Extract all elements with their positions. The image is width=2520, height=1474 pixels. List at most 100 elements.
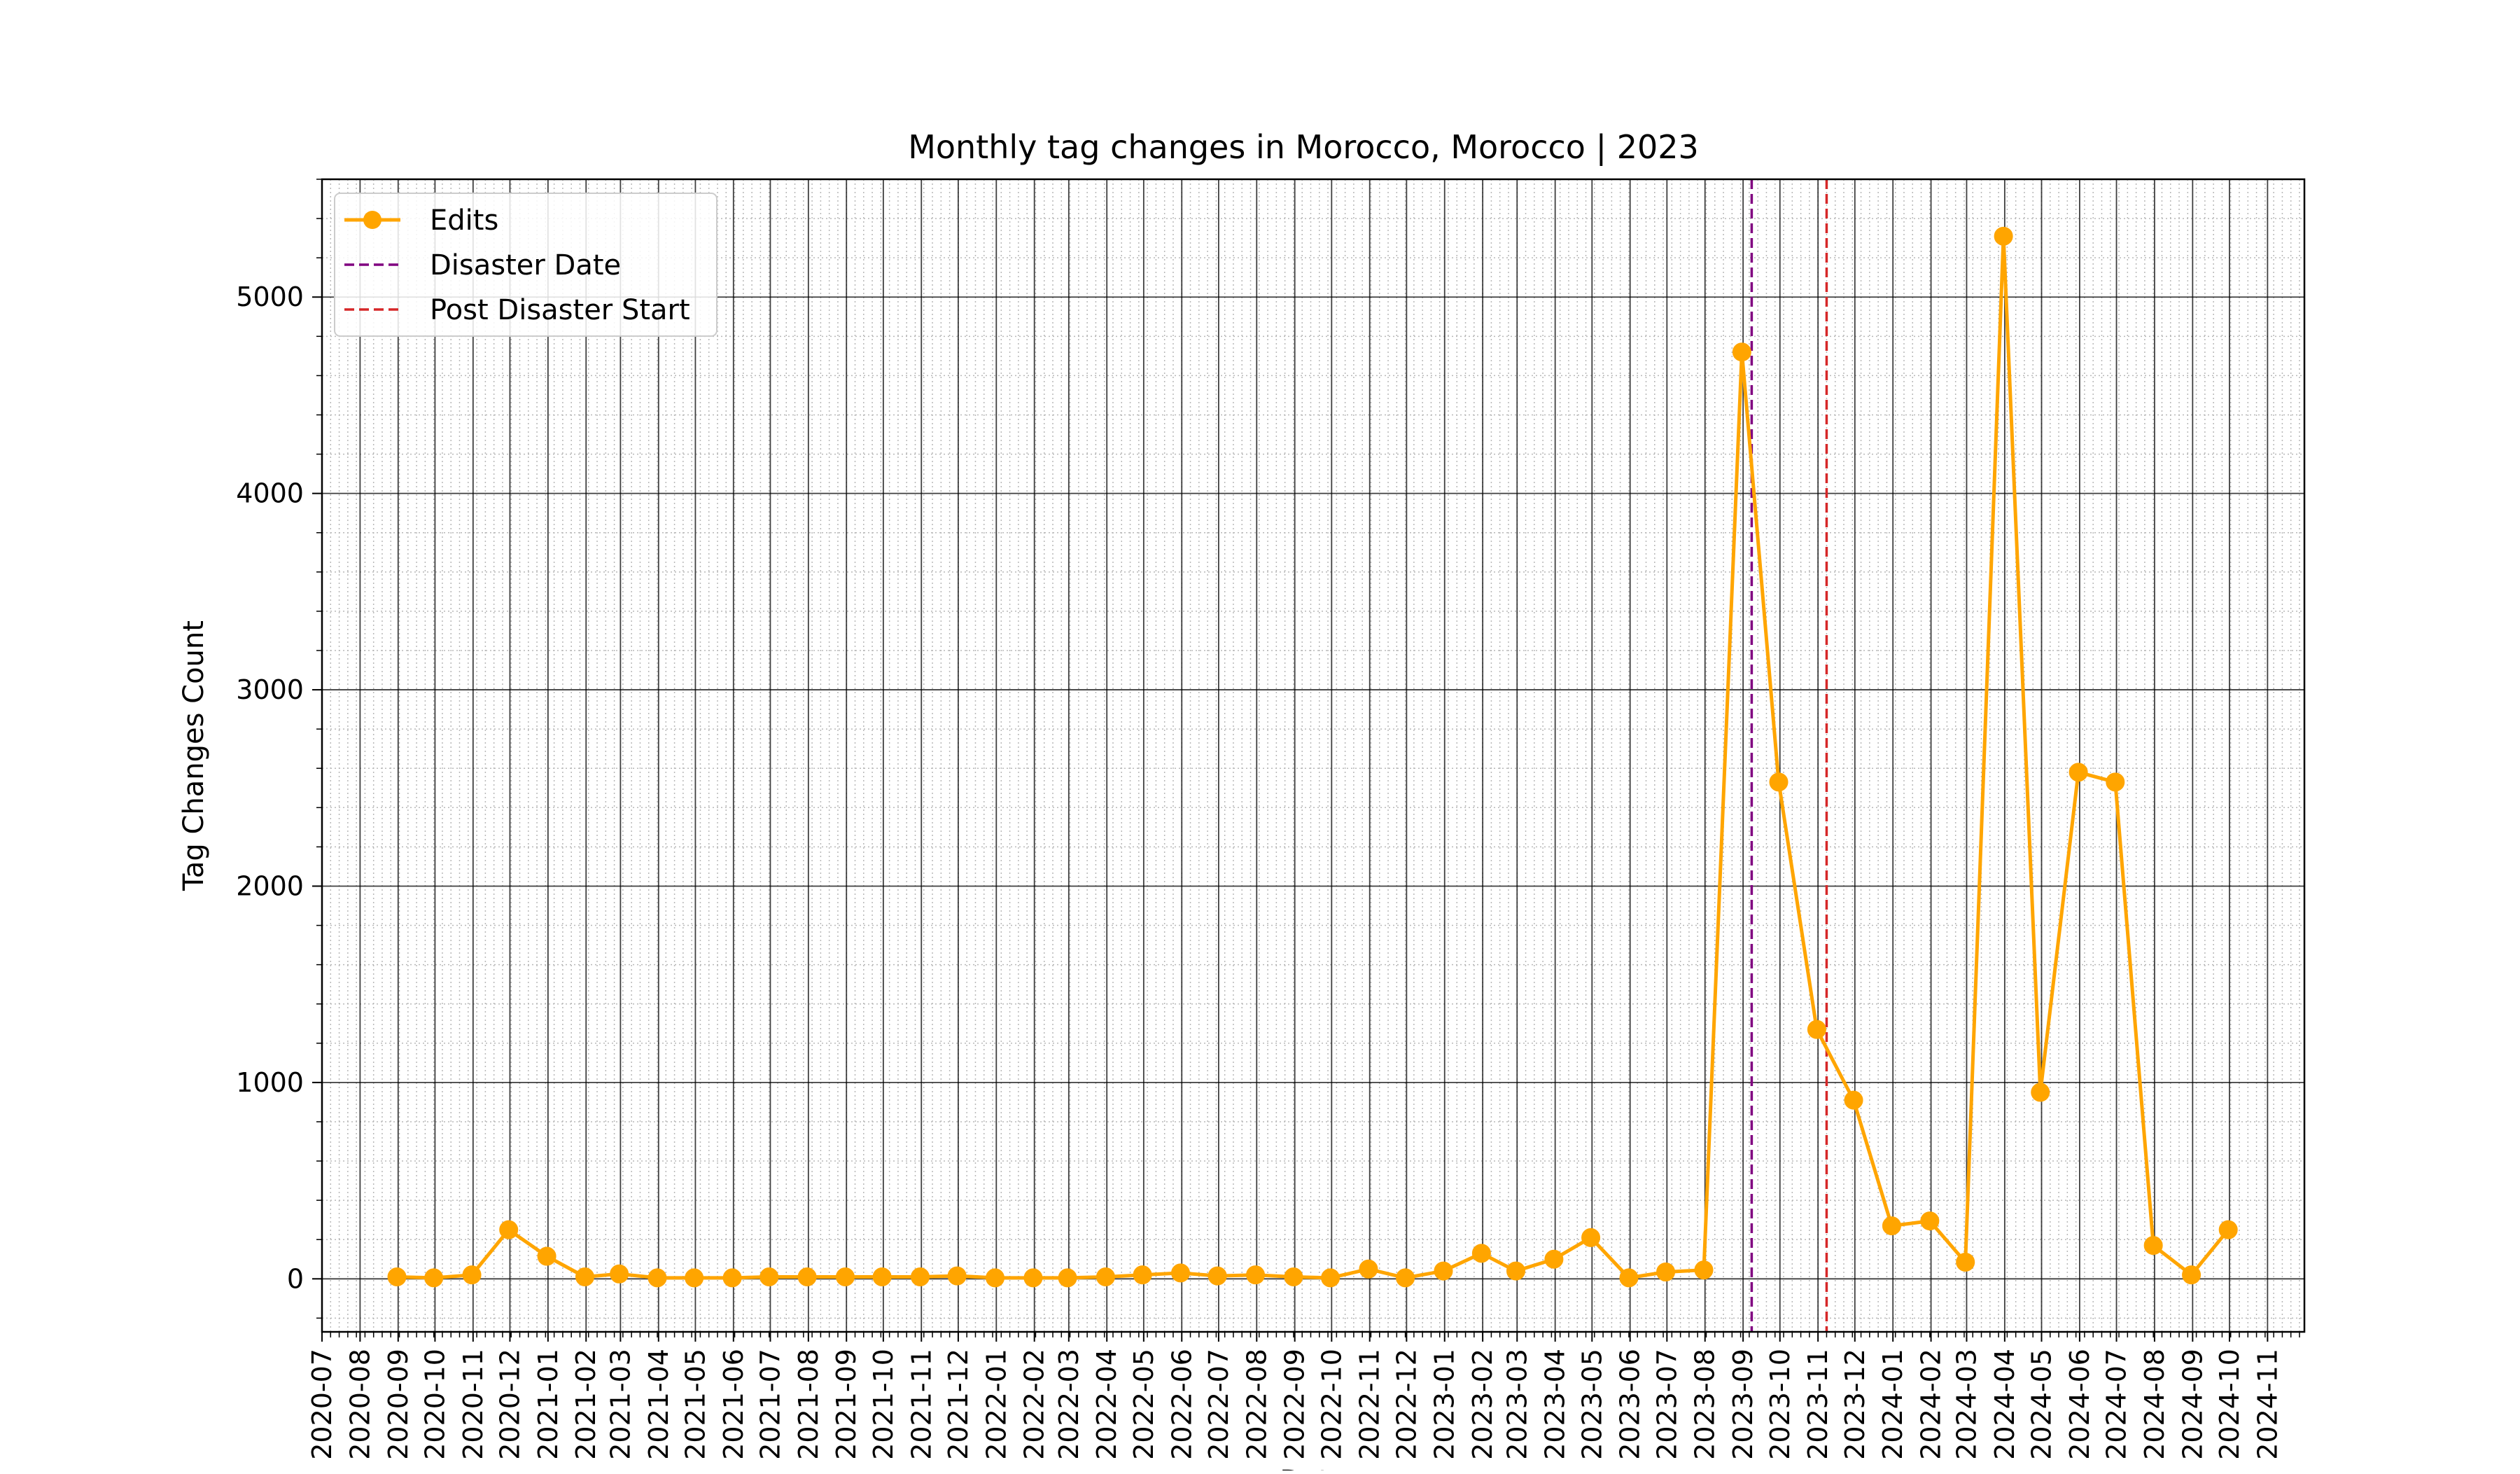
data-point: [387, 1267, 407, 1286]
x-tick-label: 2024-03: [1951, 1349, 1982, 1460]
data-point: [1769, 772, 1788, 792]
x-tick-label: 2023-05: [1576, 1349, 1607, 1460]
data-point: [1656, 1262, 1676, 1281]
data-point: [1396, 1268, 1415, 1288]
x-tick-label: 2020-10: [419, 1349, 450, 1460]
x-tick-label: 2023-01: [1429, 1349, 1460, 1460]
x-tick-label: 2023-08: [1690, 1349, 1721, 1460]
y-tick-label: 4000: [236, 478, 304, 509]
data-point: [1807, 1020, 1826, 1039]
data-point: [462, 1265, 482, 1285]
x-tick-label: 2020-09: [383, 1349, 414, 1460]
x-tick-label: 2024-10: [2214, 1349, 2245, 1460]
data-point: [1506, 1261, 1526, 1281]
y-tick-label: 2000: [236, 870, 304, 901]
data-point: [835, 1267, 855, 1286]
data-point: [1434, 1261, 1453, 1281]
x-tick-label: 2022-09: [1280, 1349, 1310, 1460]
x-tick-label: 2022-06: [1166, 1349, 1197, 1460]
x-tick-label: 2022-12: [1391, 1349, 1422, 1460]
legend: Edits Disaster Date Post Disaster Start: [334, 193, 718, 337]
x-tick-label: 2021-05: [680, 1349, 710, 1460]
data-point: [1882, 1216, 1901, 1236]
data-point: [1058, 1268, 1077, 1288]
x-tick-label: 2024-07: [2101, 1349, 2132, 1460]
data-point: [722, 1268, 742, 1288]
legend-marker-edits: [363, 211, 382, 229]
data-point: [1844, 1090, 1863, 1110]
data-point: [1170, 1263, 1190, 1283]
x-tick-label: 2023-09: [1728, 1349, 1758, 1460]
data-point: [872, 1267, 892, 1286]
data-point: [2106, 772, 2125, 792]
legend-label: Post Disaster Start: [430, 294, 690, 326]
data-point: [537, 1246, 556, 1266]
data-point: [1246, 1265, 1266, 1285]
x-tick-label: 2021-08: [793, 1349, 824, 1460]
data-point: [797, 1267, 817, 1286]
x-tick-label: 2023-12: [1840, 1349, 1870, 1460]
chart-title: Monthly tag changes in Morocco, Morocco …: [908, 128, 1699, 167]
data-point: [1321, 1268, 1340, 1288]
x-tick-label: 2022-10: [1316, 1349, 1347, 1460]
x-tick-label: 2024-01: [1877, 1349, 1908, 1460]
reference-lines: [1750, 179, 1828, 1332]
x-tick-label: 2023-06: [1615, 1349, 1646, 1460]
x-tick-label: 2021-02: [570, 1349, 601, 1460]
data-point: [610, 1264, 629, 1284]
axes: 2020-07 2020-08 2020-09 2020-10 2020-11 2020-…: [236, 179, 2300, 1460]
plot-area-frame: [321, 178, 2306, 1333]
data-point: [685, 1268, 704, 1288]
x-tick-label: 2024-02: [1916, 1349, 1947, 1460]
x-tick-label: 2023-03: [1502, 1349, 1532, 1460]
x-tick-label: 2023-11: [1802, 1349, 1833, 1460]
x-tick-label: 2022-01: [981, 1349, 1011, 1460]
x-tick-label: 2022-03: [1054, 1349, 1084, 1460]
x-tick-label: 2024-05: [2026, 1349, 2057, 1460]
x-tick-label: 2021-07: [755, 1349, 785, 1460]
data-point: [1284, 1267, 1303, 1286]
data-point: [947, 1266, 967, 1286]
data-point: [1732, 342, 1751, 362]
x-axis-title: Date: [1280, 1465, 1347, 1470]
x-tick-label: 2020-07: [307, 1349, 337, 1460]
data-point: [2068, 763, 2088, 782]
legend-label: Edits: [430, 204, 498, 237]
data-point: [2182, 1265, 2202, 1285]
x-tick-label: 2021-06: [718, 1349, 749, 1460]
x-tick-label: 2022-05: [1128, 1349, 1159, 1460]
x-tick-label: 2023-07: [1651, 1349, 1682, 1460]
y-tick-label: 0: [287, 1263, 304, 1294]
data-point: [1581, 1228, 1601, 1247]
x-tick-label: 2021-09: [831, 1349, 862, 1460]
data-point: [575, 1267, 594, 1286]
series-layer: [387, 226, 2238, 1288]
x-tick-label: 2024-06: [2064, 1349, 2095, 1460]
data-point: [1208, 1266, 1227, 1286]
data-point: [2218, 1220, 2238, 1239]
x-tick-label: 2021-04: [643, 1349, 674, 1460]
data-point: [2143, 1236, 2163, 1256]
x-tick-label: 2021-10: [868, 1349, 899, 1460]
data-point: [2031, 1083, 2050, 1102]
data-point: [1956, 1252, 1975, 1272]
data-point: [986, 1268, 1005, 1288]
data-point: [1694, 1260, 1714, 1280]
x-tick-label: 2023-04: [1540, 1349, 1571, 1460]
y-tick-label: 1000: [236, 1067, 304, 1098]
x-tick-label: 2024-11: [2252, 1349, 2283, 1460]
x-tick-label: 2021-11: [906, 1349, 937, 1460]
x-tick-label: 2020-11: [458, 1349, 489, 1460]
x-tick-label: 2022-07: [1203, 1349, 1234, 1460]
legend-box: [334, 193, 718, 337]
legend-label: Disaster Date: [430, 249, 621, 281]
data-point: [1994, 226, 2013, 246]
data-point: [424, 1268, 444, 1288]
data-point: [1619, 1268, 1639, 1288]
data-point: [1096, 1267, 1115, 1286]
y-tick-label: 3000: [236, 674, 304, 705]
y-tick-label: 5000: [236, 281, 304, 312]
x-tick-label: 2022-11: [1354, 1349, 1385, 1460]
